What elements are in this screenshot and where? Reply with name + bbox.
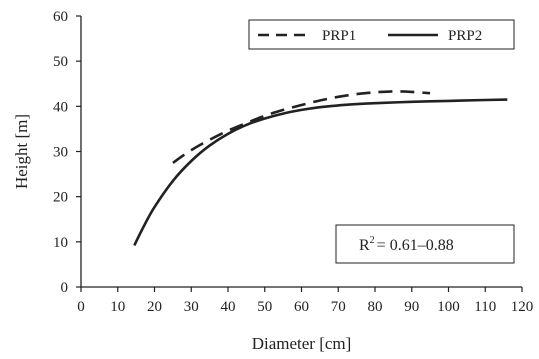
r2-superscript: 2 [370, 235, 375, 246]
series-layer [133, 90, 508, 246]
x-tick-label: 110 [474, 299, 496, 315]
x-ticks: 0 10 20 30 40 50 60 70 80 90 100 110 120 [77, 287, 533, 315]
y-tick-label: 30 [53, 145, 68, 161]
y-tick-label: 40 [53, 99, 68, 115]
y-tick-label: 10 [53, 235, 68, 251]
series-line-prp2 [133, 98, 508, 246]
x-tick-label: 60 [294, 299, 309, 315]
legend-box [248, 19, 515, 50]
x-tick-label: 40 [221, 299, 236, 315]
x-tick-label: 90 [404, 299, 419, 315]
x-tick-label: 80 [368, 299, 383, 315]
legend-label-prp1: PRP1 [322, 28, 356, 44]
x-tick-label: 30 [184, 299, 199, 315]
r-squared-text: R2 = 0.61–0.88 [359, 235, 454, 254]
r-squared-annotation: R2 = 0.61–0.88 [335, 224, 515, 264]
x-tick-label: 50 [257, 299, 272, 315]
annotation-box [335, 224, 515, 264]
x-axis-label: Diameter [cm] [252, 334, 352, 353]
y-tick-label: 60 [53, 9, 68, 25]
x-tick-label: 10 [110, 299, 125, 315]
x-tick-label: 70 [331, 299, 346, 315]
legend-label-prp2: PRP2 [448, 28, 482, 44]
x-tick-label: 20 [147, 299, 162, 315]
y-tick-label: 50 [53, 54, 68, 70]
y-axis-label: Height [m] [12, 114, 31, 189]
legend: PRP1 PRP2 [248, 19, 515, 50]
r2-range: = 0.61–0.88 [377, 237, 454, 254]
x-tick-label: 120 [511, 299, 534, 315]
x-tick-label: 100 [437, 299, 460, 315]
y-ticks: 0 10 20 30 40 50 60 [53, 9, 81, 296]
series-line-prp1 [172, 90, 431, 164]
y-tick-label: 20 [53, 190, 68, 206]
r2-prefix: R [359, 237, 370, 254]
x-tick-label: 0 [77, 299, 85, 315]
y-tick-label: 0 [61, 280, 69, 296]
